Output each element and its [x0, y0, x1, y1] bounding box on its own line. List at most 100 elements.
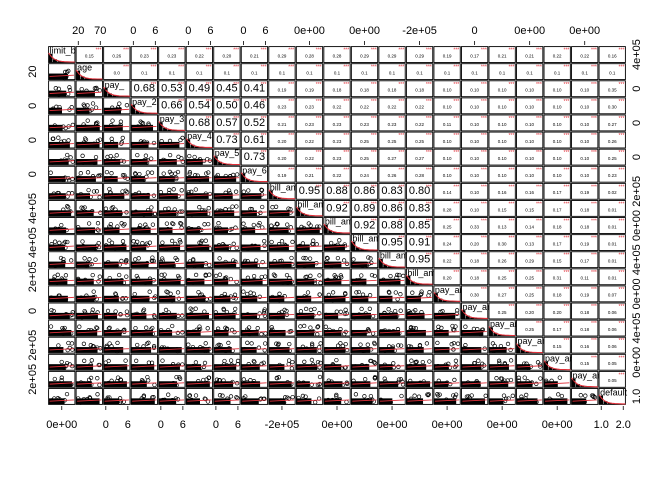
scatter-point [141, 308, 146, 314]
correlation-value: 0.01 [608, 207, 617, 212]
scatter-point [220, 393, 225, 398]
significance-stars: *** [96, 48, 102, 54]
point-cloud [406, 329, 426, 336]
panel-border [571, 268, 599, 286]
correlation-value: 0.10 [580, 105, 589, 110]
histogram-bar [525, 351, 530, 354]
smoother-line [297, 262, 322, 265]
correlation-value: 0.23 [333, 122, 342, 127]
panel-7-13: 0.28*** [405, 165, 434, 183]
panel-16-1 [75, 319, 103, 337]
scatter-point [78, 171, 83, 176]
correlation-value: 0.18 [553, 293, 562, 298]
scatter-point [161, 171, 166, 176]
panel-border [461, 114, 489, 132]
scatter-point [315, 332, 320, 337]
correlation-value: 0.10 [553, 156, 562, 161]
panel-16-17: 0.25*** [516, 319, 544, 337]
scatter-point [65, 239, 70, 245]
scatter-point [451, 393, 456, 398]
correlation-value: 0.01 [608, 241, 617, 246]
panel-border [461, 217, 489, 234]
scatter-point [217, 272, 223, 277]
significance-stars: *** [508, 150, 514, 156]
smoother-line [379, 399, 405, 402]
scatter-point [61, 256, 66, 262]
right-tick-label: 2e+05 [631, 176, 643, 207]
panel-13-5 [185, 268, 213, 286]
panel-14-4 [158, 285, 186, 303]
significance-stars: *** [316, 82, 322, 88]
panel-15-5 [185, 302, 213, 320]
panel-border [598, 370, 626, 388]
scatter-point [228, 394, 234, 399]
panel-12-4 [158, 251, 186, 269]
panel-19-13 [405, 370, 434, 388]
scatter-point [337, 238, 342, 243]
scatter-point [452, 377, 457, 383]
significance-stars: *** [591, 167, 597, 173]
scatter-point [58, 255, 64, 261]
significance-stars: *** [233, 99, 239, 105]
panel-0-9: 0.28*** [295, 46, 324, 63]
panel-border [323, 80, 351, 98]
smoother-line [49, 160, 74, 163]
point-cloud [158, 244, 181, 251]
panel-8-8: bill_am [268, 182, 298, 200]
correlation-value: 0.15 [580, 361, 589, 366]
smoother-line [49, 125, 74, 129]
point-cloud [378, 381, 399, 387]
significance-stars: *** [316, 150, 322, 156]
significance-stars: *** [453, 167, 459, 173]
smoother-line [214, 211, 240, 214]
correlation-value: 0.10 [553, 122, 562, 127]
smoother-line [517, 365, 542, 368]
panel-5-6: 0.73*** [213, 131, 241, 149]
panel-14-3 [130, 285, 158, 303]
significance-stars: *** [426, 184, 432, 190]
bottom-tick-label: 0e+00 [542, 419, 573, 431]
correlation-value: 0.1 [527, 71, 534, 76]
point-cloud [213, 176, 237, 182]
panel-border [130, 63, 158, 81]
correlation-value: 0.46 [244, 100, 265, 112]
panel-13-8 [268, 268, 296, 286]
scatter-point [305, 290, 311, 295]
scatter-point [80, 239, 85, 244]
significance-stars: *** [206, 48, 212, 54]
correlation-value: 0.50 [216, 100, 237, 112]
panel-14-17: 0.25*** [516, 285, 544, 303]
scatter-point [241, 221, 246, 226]
panel-border [268, 148, 296, 166]
smoother-line [462, 331, 487, 334]
panel-border [268, 114, 296, 132]
panel-border [130, 80, 158, 98]
panel-13-15: 0.18*** [461, 268, 489, 286]
smoother-line [49, 74, 74, 77]
scatter-point [67, 178, 72, 183]
panel-border [543, 131, 571, 149]
panel-20-3 [130, 388, 158, 405]
smoother-line [269, 228, 295, 231]
histogram-bar [226, 164, 231, 166]
panel-20-16 [488, 388, 516, 405]
significance-stars: *** [564, 150, 570, 156]
smoother-line [104, 331, 129, 334]
smoother-line [379, 314, 405, 317]
significance-stars: *** [619, 372, 625, 378]
panel-border [405, 165, 434, 183]
histogram-bar [268, 190, 273, 200]
bottom-tick-label: 0e+00 [432, 419, 463, 431]
scatter-point [187, 393, 192, 399]
panel-12-10 [323, 251, 351, 269]
significance-stars: *** [619, 65, 625, 71]
panel-0-14: 0.19*** [433, 46, 461, 63]
point-cloud [488, 381, 509, 387]
correlation-value: 0.25 [525, 327, 534, 332]
panel-border [350, 114, 379, 132]
panel-9-1 [75, 200, 103, 217]
panel-border [433, 97, 461, 115]
scatter-point [145, 374, 150, 380]
diagonal-label: bill_am [297, 199, 326, 209]
significance-stars: *** [591, 150, 597, 156]
